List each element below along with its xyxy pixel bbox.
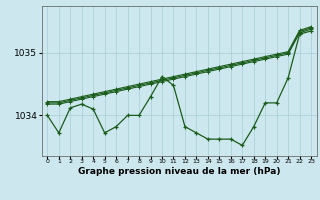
X-axis label: Graphe pression niveau de la mer (hPa): Graphe pression niveau de la mer (hPa) — [78, 167, 280, 176]
